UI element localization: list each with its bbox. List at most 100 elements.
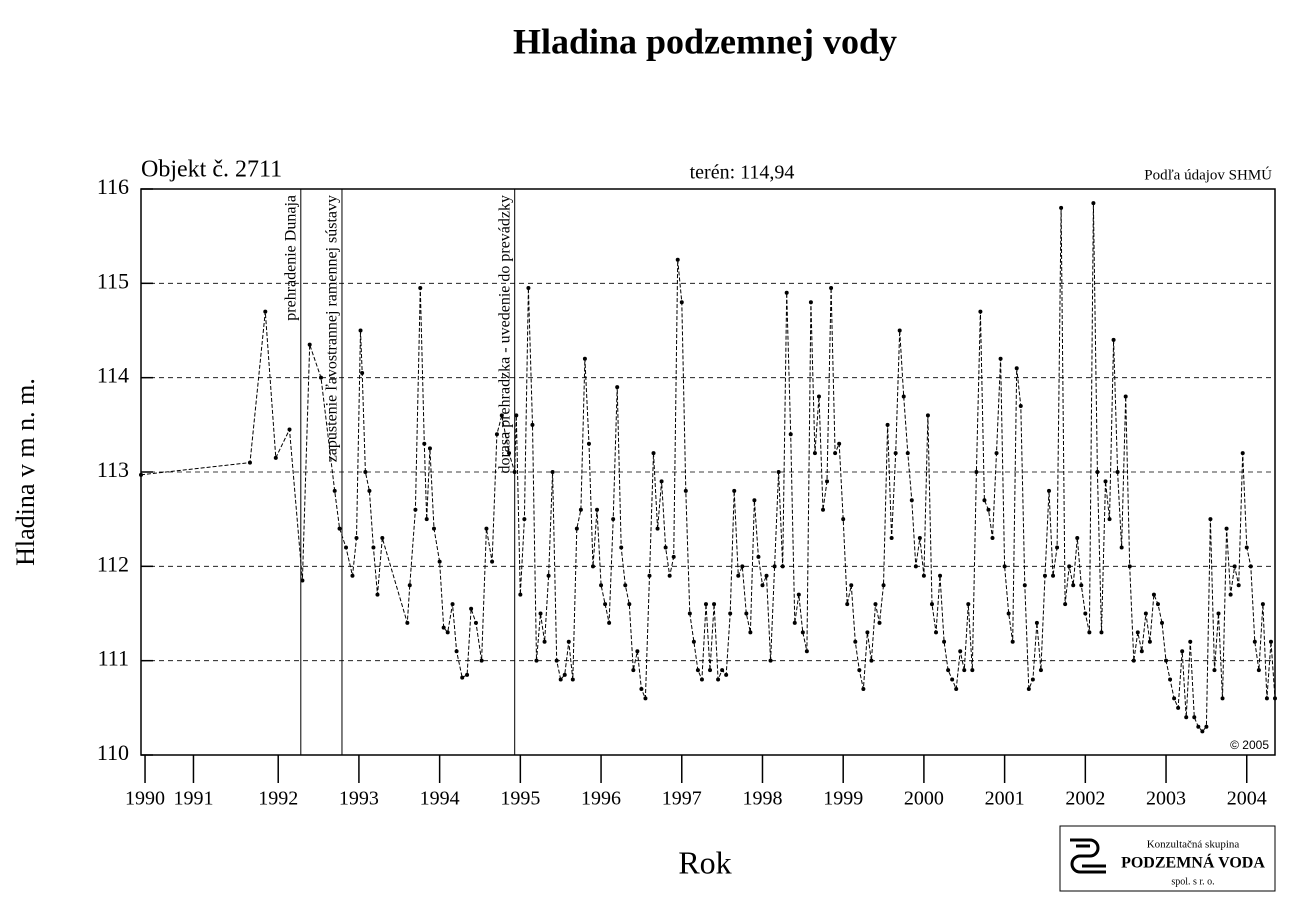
data-point xyxy=(942,639,947,644)
data-point xyxy=(1216,611,1221,616)
data-point xyxy=(982,498,987,503)
data-point xyxy=(300,578,305,583)
data-point xyxy=(431,526,436,531)
data-point xyxy=(720,668,725,673)
data-point xyxy=(1075,536,1080,541)
logo-line1: Konzultačná skupina xyxy=(1147,839,1240,851)
data-point xyxy=(507,451,512,456)
data-point xyxy=(772,564,777,569)
x-tick-label: 2003 xyxy=(1146,788,1186,810)
x-tick-label: 1990 xyxy=(125,788,165,810)
x-axis-label: Rok xyxy=(678,844,731,880)
data-point xyxy=(454,649,459,654)
data-point xyxy=(655,526,660,531)
data-point xyxy=(479,658,484,663)
data-point xyxy=(627,602,632,607)
data-point xyxy=(554,658,559,663)
data-point xyxy=(929,602,934,607)
event-label: zapustenie ľavostrannej ramennej sústavy xyxy=(324,195,341,462)
data-point xyxy=(962,668,967,673)
x-tick-label: 2000 xyxy=(904,788,944,810)
data-point xyxy=(893,451,898,456)
event-label: prehradenie Dunaja xyxy=(282,195,299,321)
data-point xyxy=(550,470,555,474)
data-point xyxy=(1180,649,1185,654)
data-point xyxy=(566,639,571,644)
data-point xyxy=(460,675,465,680)
data-point xyxy=(970,668,975,673)
data-point xyxy=(337,526,342,531)
data-point xyxy=(1260,602,1265,607)
data-point xyxy=(857,668,862,673)
chart-title: Hladina podzemnej vody xyxy=(513,21,897,61)
x-tick-label: 1994 xyxy=(420,788,460,810)
data-point xyxy=(1273,696,1277,701)
data-point xyxy=(1018,403,1023,408)
data-point xyxy=(1026,686,1031,691)
y-tick-label: 110 xyxy=(97,740,129,765)
data-point xyxy=(360,370,365,375)
data-point xyxy=(990,536,995,541)
data-point xyxy=(974,470,979,474)
data-point xyxy=(1208,517,1213,522)
data-point xyxy=(921,573,926,578)
data-point xyxy=(363,470,368,474)
data-point xyxy=(1147,639,1152,644)
data-point xyxy=(1176,705,1181,710)
data-point xyxy=(651,451,656,456)
data-point xyxy=(499,413,504,418)
data-point xyxy=(1002,564,1007,569)
data-point xyxy=(861,686,866,691)
data-point xyxy=(756,554,761,559)
y-tick-label: 112 xyxy=(97,551,129,576)
data-point xyxy=(1063,602,1068,607)
data-point xyxy=(354,536,359,541)
x-tick-label: 2002 xyxy=(1065,788,1105,810)
data-point xyxy=(752,498,757,503)
data-point xyxy=(582,356,587,361)
data-point xyxy=(1204,724,1209,729)
data-point xyxy=(530,422,535,427)
data-point xyxy=(263,309,268,314)
data-point xyxy=(1034,620,1039,625)
logo-icon xyxy=(1070,838,1106,874)
data-point xyxy=(865,630,870,635)
data-point xyxy=(724,672,729,677)
data-point xyxy=(958,649,963,654)
data-point xyxy=(518,592,523,597)
data-point xyxy=(736,573,741,578)
data-point xyxy=(542,639,547,644)
data-point xyxy=(1107,517,1112,522)
data-point xyxy=(570,677,575,682)
x-tick-label: 1993 xyxy=(339,788,379,810)
data-point xyxy=(1115,470,1120,474)
data-point xyxy=(812,451,817,456)
data-point xyxy=(804,649,809,654)
data-point xyxy=(869,658,874,663)
data-point xyxy=(796,592,801,597)
data-point xyxy=(901,394,906,399)
data-point xyxy=(845,602,850,607)
data-point xyxy=(744,611,749,616)
data-point xyxy=(1083,611,1088,616)
series-points xyxy=(139,201,1277,734)
data-point xyxy=(825,479,830,484)
data-point xyxy=(139,472,143,477)
data-point xyxy=(595,507,600,512)
data-point xyxy=(816,394,821,399)
data-point xyxy=(909,498,914,503)
data-point xyxy=(1119,545,1124,550)
data-point xyxy=(792,620,797,625)
data-point xyxy=(1071,583,1076,588)
data-point xyxy=(671,554,676,559)
terrain-label: terén: 114,94 xyxy=(690,162,795,184)
data-point xyxy=(1252,639,1257,644)
data-point xyxy=(623,583,628,588)
data-point xyxy=(578,507,583,512)
data-point xyxy=(687,611,692,616)
data-point xyxy=(611,517,616,522)
data-point xyxy=(728,611,733,616)
data-point xyxy=(1151,592,1156,597)
data-point xyxy=(546,573,551,578)
data-point xyxy=(925,413,930,418)
